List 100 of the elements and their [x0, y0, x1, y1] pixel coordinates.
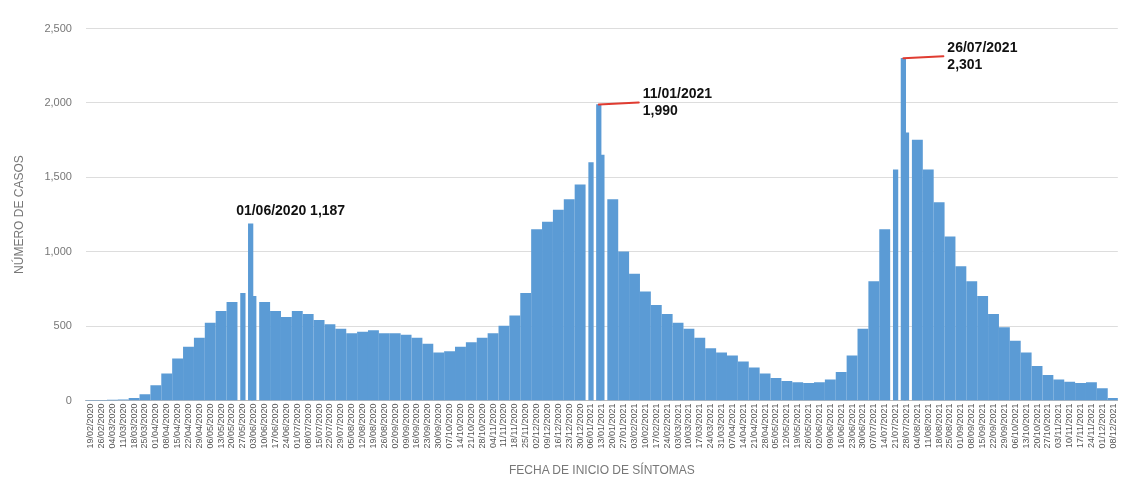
- x-tick-label: 08/04/2020: [161, 403, 172, 449]
- x-tick-label: 23/12/2020: [563, 403, 574, 449]
- x-tick-label: 08/12/2021: [1107, 403, 1118, 449]
- x-tick-label: 16/06/2021: [835, 403, 846, 449]
- x-tick-label: 13/01/2021: [596, 403, 607, 449]
- x-tick-label: 23/09/2020: [422, 403, 433, 449]
- x-tick-label: 20/01/2021: [607, 403, 618, 449]
- x-tick-label: 04/11/2020: [487, 403, 498, 448]
- x-tick-label: 30/09/2020: [433, 403, 444, 449]
- x-tick-label: 21/04/2021: [748, 403, 759, 449]
- x-tick-label: 29/04/2020: [193, 403, 204, 449]
- x-tick-label: 31/03/2021: [716, 403, 727, 449]
- x-tick-label: 11/11/2020: [498, 403, 509, 448]
- x-tick-label: 22/04/2020: [182, 403, 193, 449]
- x-tick-label: 01/07/2020: [291, 403, 302, 449]
- x-tick-label: 19/02/2020: [85, 403, 96, 449]
- y-tick-label: 2,000: [44, 96, 72, 109]
- x-tick-label: 02/09/2020: [389, 403, 400, 449]
- x-tick-label: 10/06/2020: [259, 403, 270, 449]
- x-tick-label: 27/01/2021: [618, 403, 629, 449]
- x-tick-label: 11/08/2021: [922, 403, 933, 448]
- x-tick-label: 28/04/2021: [759, 403, 770, 449]
- x-tick-label: 22/09/2021: [987, 403, 998, 449]
- x-tick-label: 27/10/2021: [1042, 403, 1053, 449]
- x-tick-label: 12/05/2021: [781, 403, 792, 449]
- y-axis-title: NÚMERO DE CASOS: [10, 155, 26, 274]
- x-tick-label: 06/01/2021: [585, 403, 596, 449]
- x-tick-label: 17/06/2020: [270, 403, 281, 449]
- x-tick-label: 15/07/2020: [313, 403, 324, 449]
- x-tick-label: 19/08/2020: [367, 403, 378, 449]
- x-tick-label: 06/10/2021: [1009, 403, 1020, 449]
- x-tick-label: 18/03/2020: [128, 403, 139, 449]
- y-tick-label: 2,500: [44, 21, 72, 34]
- x-tick-label: 25/03/2020: [139, 403, 150, 449]
- x-tick-label: 18/11/2020: [509, 403, 520, 448]
- x-tick-label: 23/06/2021: [846, 403, 857, 449]
- x-tick-label: 05/08/2020: [346, 403, 357, 449]
- x-tick-label: 17/02/2021: [650, 403, 661, 449]
- x-tick-label: 29/07/2020: [335, 403, 346, 449]
- x-tick-label: 13/10/2021: [1020, 403, 1031, 449]
- x-tick-label: 24/02/2021: [661, 403, 672, 449]
- x-tick-label: 27/05/2020: [237, 403, 248, 449]
- x-tick-label: 21/07/2021: [890, 403, 901, 449]
- x-tick-label: 15/04/2020: [172, 403, 183, 449]
- x-tick-label: 08/07/2020: [302, 403, 313, 449]
- x-tick-label: 10/11/2021: [1064, 403, 1075, 448]
- x-tick-label: 26/05/2021: [803, 403, 814, 449]
- x-tick-label: 14/10/2020: [454, 403, 465, 449]
- x-tick-label: 14/04/2021: [737, 403, 748, 449]
- x-tick-label: 15/09/2021: [977, 403, 988, 449]
- x-tick-label: 20/05/2020: [226, 403, 237, 449]
- x-tick-label: 06/05/2020: [204, 403, 215, 449]
- x-tick-label: 24/03/2021: [705, 403, 716, 449]
- annotation: 01/06/2020 1,187: [236, 201, 346, 218]
- y-tick-label: 1,500: [44, 170, 72, 183]
- annotation: 11/01/2021 1,990: [642, 84, 713, 118]
- x-tick-label: 02/06/2021: [813, 403, 824, 449]
- x-tick-label: 25/08/2021: [944, 403, 955, 449]
- x-tick-label: 03/02/2021: [629, 403, 639, 449]
- x-tick-label: 28/07/2021: [900, 403, 911, 449]
- x-tick-label: 11/03/2020: [117, 403, 128, 448]
- x-tick-label: 19/05/2021: [792, 403, 803, 449]
- x-tick-label: 09/09/2020: [400, 403, 411, 449]
- x-tick-label: 07/04/2021: [726, 403, 737, 449]
- x-tick-label: 16/09/2020: [411, 403, 422, 449]
- x-tick-label: 24/11/2021: [1085, 403, 1096, 448]
- x-tick-label: 21/10/2020: [465, 403, 476, 449]
- x-tick-label: 30/12/2020: [574, 403, 585, 449]
- x-tick-label: 07/10/2020: [444, 403, 455, 449]
- x-tick-label: 30/06/2021: [857, 403, 868, 449]
- x-tick-label: 03/11/2021: [1053, 403, 1064, 448]
- y-tick-label: 1,000: [44, 244, 72, 257]
- x-tick-label: 13/05/2020: [215, 403, 226, 449]
- x-tick-label: 01/09/2021: [955, 403, 966, 449]
- x-tick-label: 17/11/2021: [1075, 403, 1086, 448]
- x-tick-label: 07/07/2021: [868, 403, 879, 449]
- x-tick-label: 14/07/2021: [879, 403, 890, 449]
- x-tick-label: 26/08/2020: [378, 403, 389, 449]
- x-tick-label: 28/10/2020: [476, 403, 487, 449]
- x-tick-label: 03/03/2021: [672, 403, 683, 449]
- x-tick-label: 04/08/2021: [911, 403, 922, 449]
- x-tick-label: 09/12/2020: [541, 403, 552, 449]
- x-tick-label: 29/09/2021: [998, 403, 1009, 449]
- x-tick-label: 17/03/2021: [694, 403, 705, 449]
- x-tick-label: 01/12/2021: [1096, 403, 1107, 449]
- x-tick-label: 04/03/2020: [106, 403, 117, 449]
- x-tick-label: 26/02/2020: [95, 403, 106, 449]
- y-tick-label: 500: [53, 319, 72, 332]
- x-tick-label: 22/07/2020: [324, 403, 335, 449]
- x-tick-label: 25/11/2020: [520, 403, 531, 448]
- x-axis-title: FECHA DE INICIO DE SÍNTOMAS: [508, 462, 695, 478]
- x-tick-label: 12/08/2020: [357, 403, 368, 449]
- x-tick-label: 05/05/2021: [770, 403, 781, 449]
- x-tick-label: 08/09/2021: [966, 403, 977, 449]
- x-tick-label: 18/08/2021: [933, 403, 944, 449]
- x-tick-label: 24/06/2020: [280, 403, 291, 449]
- x-tick-label: 16/12/2020: [552, 403, 563, 449]
- x-tick-label: 20/10/2021: [1031, 403, 1042, 449]
- annotation: 26/07/2021 2,301: [947, 38, 1018, 72]
- x-tick-label: 10/03/2021: [683, 403, 694, 449]
